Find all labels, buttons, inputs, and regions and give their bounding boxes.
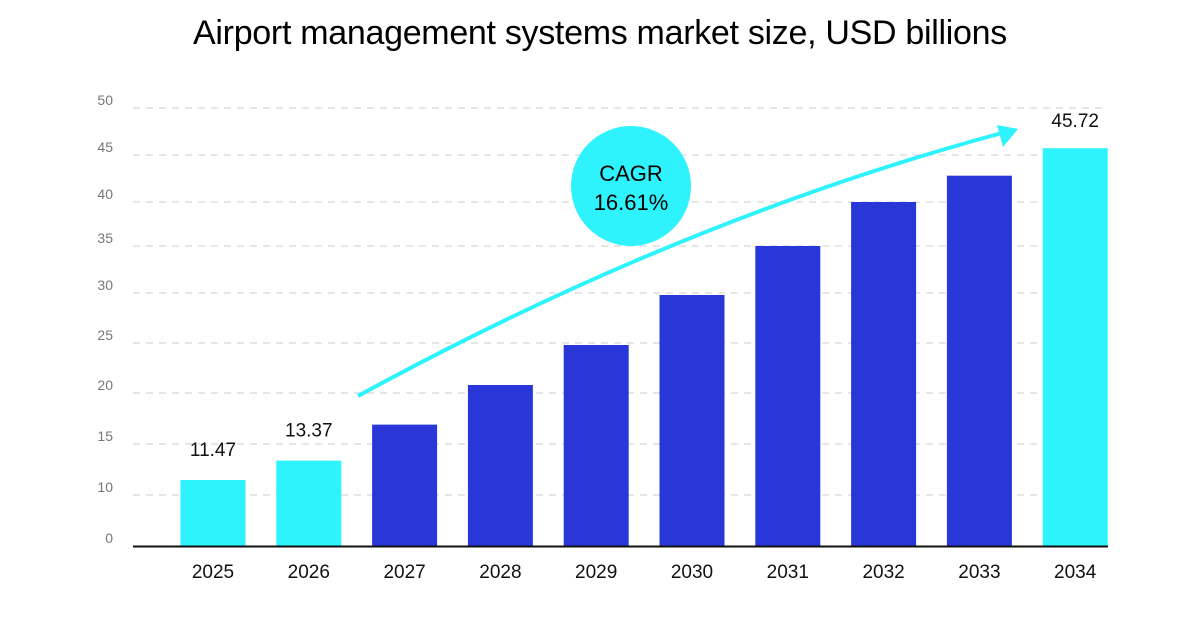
- y-tick-label: 30: [97, 277, 113, 293]
- x-tick-label: 2028: [479, 562, 521, 583]
- x-tick-label: 2032: [862, 562, 904, 583]
- bar-2030: [659, 295, 725, 546]
- x-tick-label: 2026: [288, 562, 330, 583]
- y-tick-label: 20: [97, 377, 113, 393]
- x-tick-label: 2029: [575, 562, 617, 583]
- bar-2031: [755, 246, 821, 546]
- x-tick-label: 2033: [958, 562, 1000, 583]
- growth-arrow: [357, 131, 1003, 398]
- bar-2034: [1042, 148, 1108, 546]
- bar-2028: [467, 385, 533, 546]
- y-tick-label: 15: [97, 428, 113, 444]
- x-tick-label: 2031: [767, 562, 809, 583]
- y-tick-label: 0: [105, 530, 113, 546]
- y-tick-label: 50: [97, 92, 113, 108]
- bar-2027: [372, 424, 438, 546]
- bar-2029: [563, 345, 629, 546]
- y-tick-label: 40: [97, 186, 113, 202]
- y-tick-label: 25: [97, 327, 113, 343]
- y-tick-label: 45: [97, 139, 113, 155]
- cagr-value: 16.61%: [594, 190, 669, 215]
- y-tick-label: 10: [97, 479, 113, 495]
- x-tick-label: 2025: [192, 562, 234, 583]
- data-label: 11.47: [190, 440, 236, 461]
- chart-title: Airport management systems market size, …: [193, 14, 1007, 52]
- bar-2025: [180, 480, 246, 546]
- bar-2032: [851, 202, 917, 546]
- x-tick-label: 2034: [1054, 562, 1097, 583]
- data-label: 13.37: [285, 421, 333, 442]
- bar-2026: [276, 460, 342, 546]
- cagr-bubble: [571, 126, 691, 246]
- x-tick-label: 2030: [671, 562, 713, 583]
- y-tick-label: 35: [97, 230, 113, 246]
- cagr-label: CAGR: [599, 161, 663, 186]
- arrow-head-icon: [997, 125, 1018, 147]
- x-tick-label: 2027: [383, 562, 425, 583]
- bar-2033: [946, 175, 1012, 546]
- data-label: 45.72: [1051, 111, 1099, 132]
